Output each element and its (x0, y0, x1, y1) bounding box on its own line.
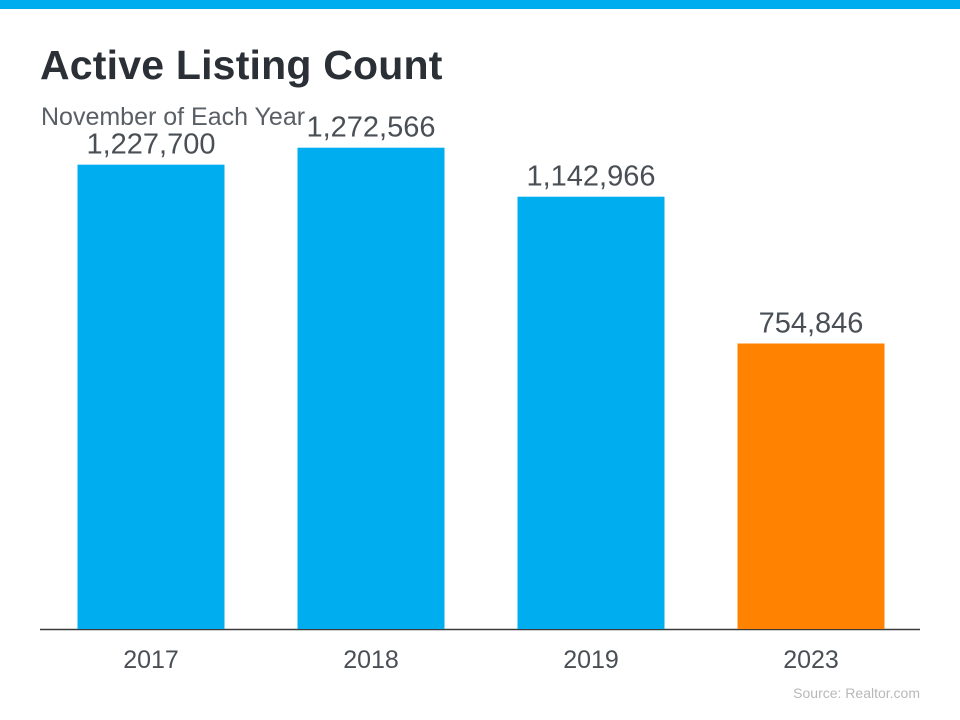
chart-title: Active Listing Count (40, 42, 443, 88)
x-tick-label-2017: 2017 (123, 646, 179, 674)
value-label-2018: 1,272,566 (306, 112, 435, 144)
bar-2018 (297, 147, 445, 629)
x-tick-label-2019: 2019 (563, 646, 619, 674)
x-tick-label-2023: 2023 (783, 646, 839, 674)
value-label-2023: 754,846 (759, 308, 864, 340)
bar-2017 (77, 164, 225, 629)
top-accent-bar (0, 0, 960, 9)
value-label-2017: 1,227,700 (86, 129, 215, 161)
x-tick-label-2018: 2018 (343, 646, 399, 674)
chart-subtitle: November of Each Year (41, 103, 306, 131)
source-note: Source: Realtor.com (793, 685, 920, 701)
bar-2019 (517, 196, 665, 629)
bar-2023 (737, 343, 885, 629)
value-label-2019: 1,142,966 (526, 161, 655, 193)
